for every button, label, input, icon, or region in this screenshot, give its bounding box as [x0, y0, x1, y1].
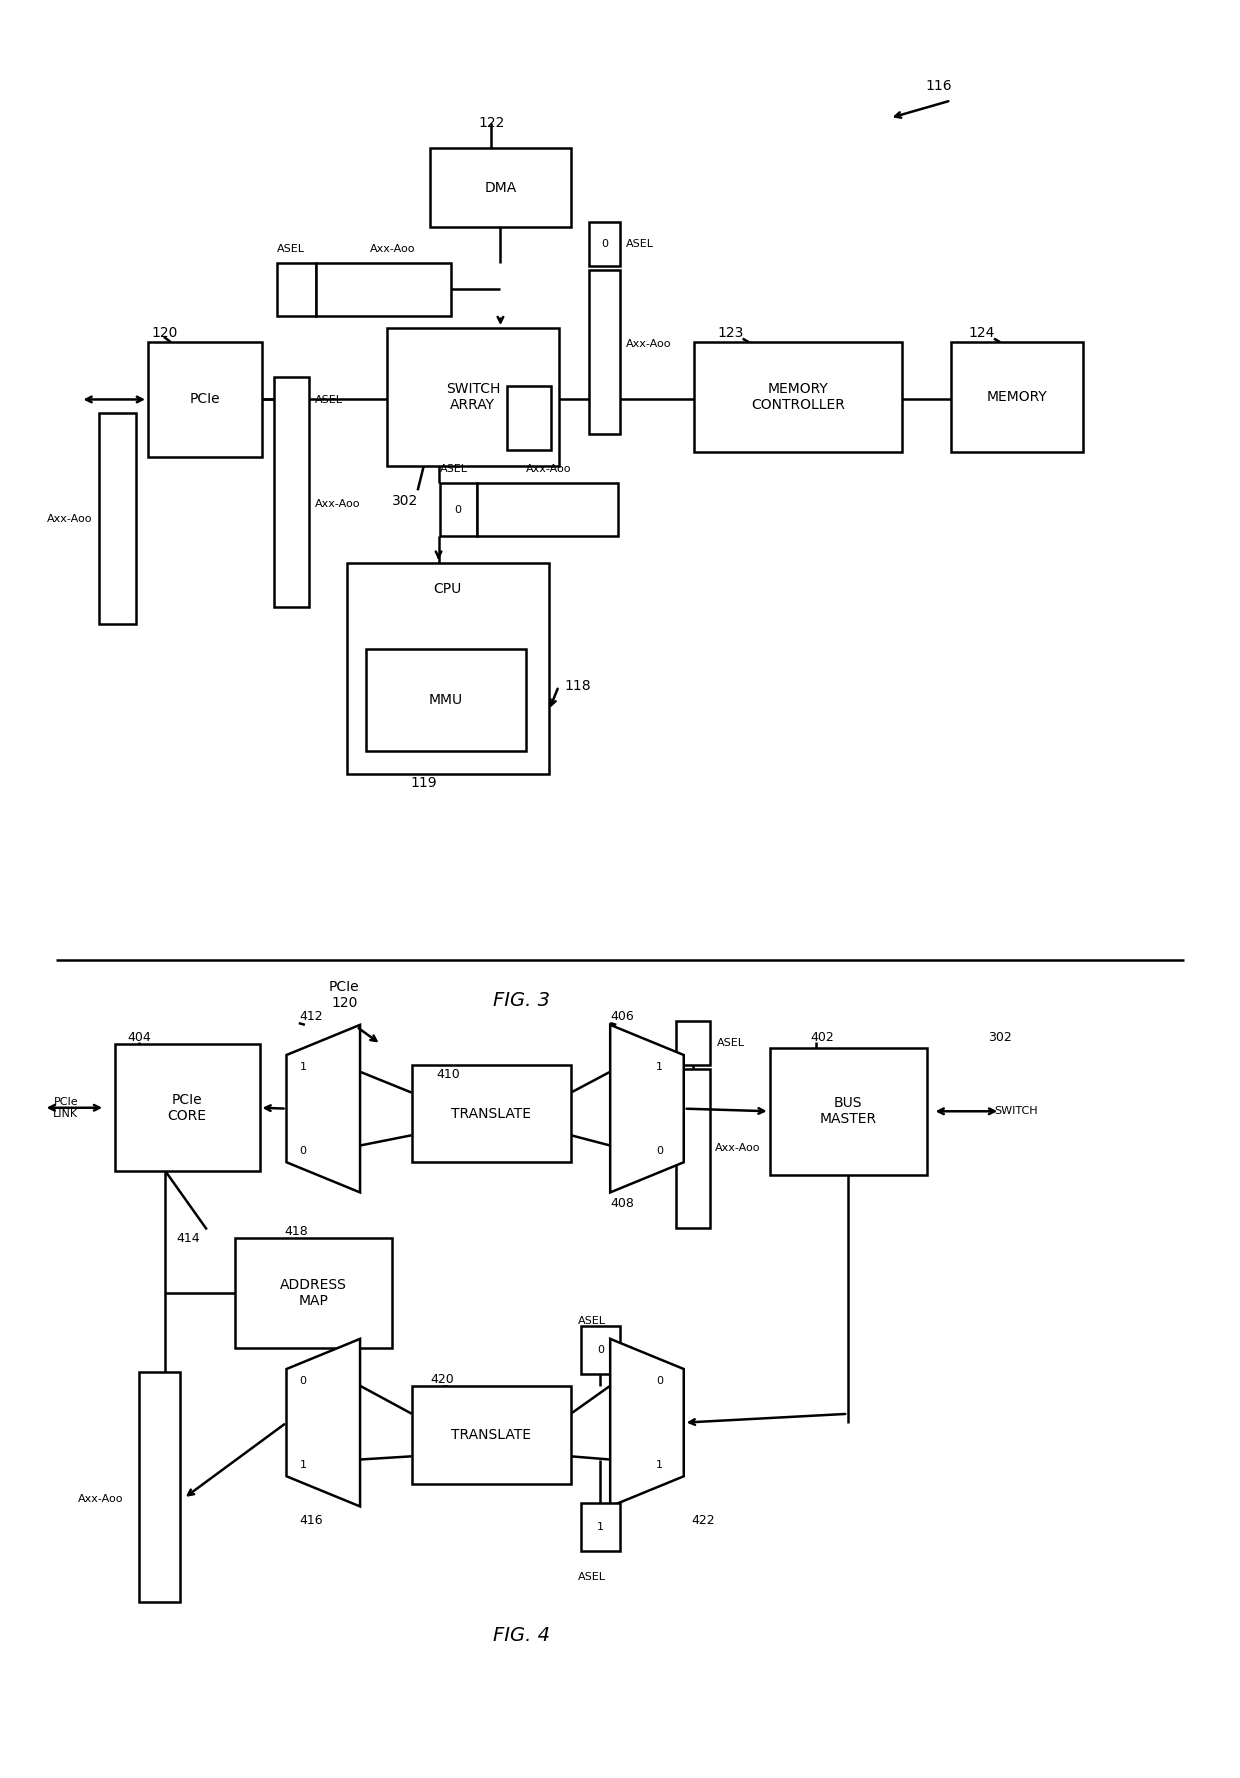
Text: 416: 416: [299, 1515, 322, 1527]
Text: PCIe
120: PCIe 120: [329, 980, 360, 1010]
FancyBboxPatch shape: [440, 484, 476, 537]
Text: 120: 120: [151, 327, 179, 340]
Text: 412: 412: [299, 1010, 322, 1022]
Text: 0: 0: [300, 1145, 306, 1156]
Text: 422: 422: [691, 1515, 714, 1527]
FancyBboxPatch shape: [277, 263, 316, 316]
Text: 116: 116: [925, 80, 952, 92]
FancyBboxPatch shape: [589, 222, 620, 267]
Text: 404: 404: [128, 1031, 151, 1044]
FancyBboxPatch shape: [148, 341, 262, 457]
Text: 124: 124: [968, 327, 994, 340]
FancyBboxPatch shape: [676, 1021, 709, 1065]
Text: 410: 410: [436, 1069, 460, 1081]
Text: 0: 0: [300, 1376, 306, 1385]
FancyBboxPatch shape: [412, 1065, 570, 1163]
Text: SWITCH
ARRAY: SWITCH ARRAY: [445, 382, 500, 412]
Text: 1: 1: [656, 1061, 663, 1072]
FancyBboxPatch shape: [951, 341, 1084, 452]
Text: TRANSLATE: TRANSLATE: [451, 1428, 531, 1442]
Text: 402: 402: [810, 1031, 833, 1044]
Text: PCIe: PCIe: [190, 393, 221, 407]
Text: 0: 0: [596, 1346, 604, 1355]
Text: 408: 408: [610, 1197, 635, 1209]
Text: 420: 420: [430, 1373, 454, 1385]
Text: Axx-Aoo: Axx-Aoo: [526, 464, 572, 475]
Text: 302: 302: [988, 1031, 1012, 1044]
FancyBboxPatch shape: [316, 263, 451, 316]
FancyBboxPatch shape: [580, 1502, 620, 1550]
Text: 119: 119: [410, 777, 438, 789]
FancyBboxPatch shape: [387, 327, 559, 466]
Text: ASEL: ASEL: [277, 244, 305, 254]
Text: MMU: MMU: [429, 693, 463, 708]
Text: 122: 122: [479, 116, 505, 130]
Text: PCIe
LINK: PCIe LINK: [53, 1097, 78, 1118]
Text: TRANSLATE: TRANSLATE: [451, 1108, 531, 1120]
Text: ASEL: ASEL: [578, 1572, 606, 1582]
Text: ASEL: ASEL: [578, 1316, 606, 1326]
FancyBboxPatch shape: [476, 484, 618, 537]
Text: Axx-Aoo: Axx-Aoo: [626, 338, 672, 348]
Text: 123: 123: [717, 327, 744, 340]
Text: Axx-Aoo: Axx-Aoo: [47, 514, 93, 523]
FancyBboxPatch shape: [676, 1069, 709, 1229]
Text: 418: 418: [284, 1225, 309, 1237]
FancyBboxPatch shape: [580, 1326, 620, 1374]
Text: Axx-Aoo: Axx-Aoo: [714, 1143, 760, 1154]
FancyBboxPatch shape: [430, 148, 570, 228]
FancyBboxPatch shape: [99, 412, 135, 624]
Polygon shape: [286, 1024, 360, 1193]
Polygon shape: [610, 1024, 683, 1193]
Text: BUS
MASTER: BUS MASTER: [820, 1097, 877, 1127]
Text: SWITCH: SWITCH: [994, 1106, 1038, 1117]
Text: 1: 1: [656, 1460, 663, 1470]
FancyBboxPatch shape: [589, 270, 620, 434]
Text: FIG. 4: FIG. 4: [494, 1625, 551, 1645]
Text: 0: 0: [656, 1145, 663, 1156]
Text: 0: 0: [656, 1376, 663, 1385]
Polygon shape: [286, 1339, 360, 1506]
Text: ASEL: ASEL: [315, 395, 342, 405]
FancyBboxPatch shape: [115, 1044, 259, 1172]
Text: ADDRESS
MAP: ADDRESS MAP: [280, 1278, 347, 1309]
FancyBboxPatch shape: [693, 341, 901, 452]
Text: MEMORY: MEMORY: [987, 389, 1048, 404]
Text: 118: 118: [565, 679, 591, 693]
FancyBboxPatch shape: [412, 1387, 570, 1483]
FancyBboxPatch shape: [366, 649, 526, 752]
Text: CPU: CPU: [434, 581, 461, 596]
Text: 414: 414: [176, 1232, 200, 1245]
Text: Axx-Aoo: Axx-Aoo: [78, 1494, 124, 1504]
FancyBboxPatch shape: [346, 562, 549, 775]
Text: ASEL: ASEL: [626, 240, 655, 249]
FancyBboxPatch shape: [274, 377, 309, 606]
Text: Axx-Aoo: Axx-Aoo: [315, 498, 360, 509]
Text: Axx-Aoo: Axx-Aoo: [370, 244, 415, 254]
Text: 302: 302: [392, 494, 419, 509]
Text: PCIe
CORE: PCIe CORE: [167, 1093, 207, 1124]
Text: MEMORY
CONTROLLER: MEMORY CONTROLLER: [751, 382, 844, 412]
FancyBboxPatch shape: [236, 1237, 392, 1348]
FancyBboxPatch shape: [770, 1047, 926, 1175]
Text: 1: 1: [300, 1460, 306, 1470]
Text: 0: 0: [455, 505, 461, 514]
Text: ASEL: ASEL: [440, 464, 467, 475]
Text: 406: 406: [610, 1010, 635, 1022]
Text: 1: 1: [300, 1061, 306, 1072]
Text: 0: 0: [601, 240, 608, 249]
Text: 1: 1: [596, 1522, 604, 1531]
Text: ASEL: ASEL: [717, 1038, 745, 1049]
Text: FIG. 3: FIG. 3: [494, 990, 551, 1010]
Polygon shape: [610, 1339, 683, 1506]
FancyBboxPatch shape: [139, 1373, 180, 1602]
Text: DMA: DMA: [485, 181, 517, 196]
